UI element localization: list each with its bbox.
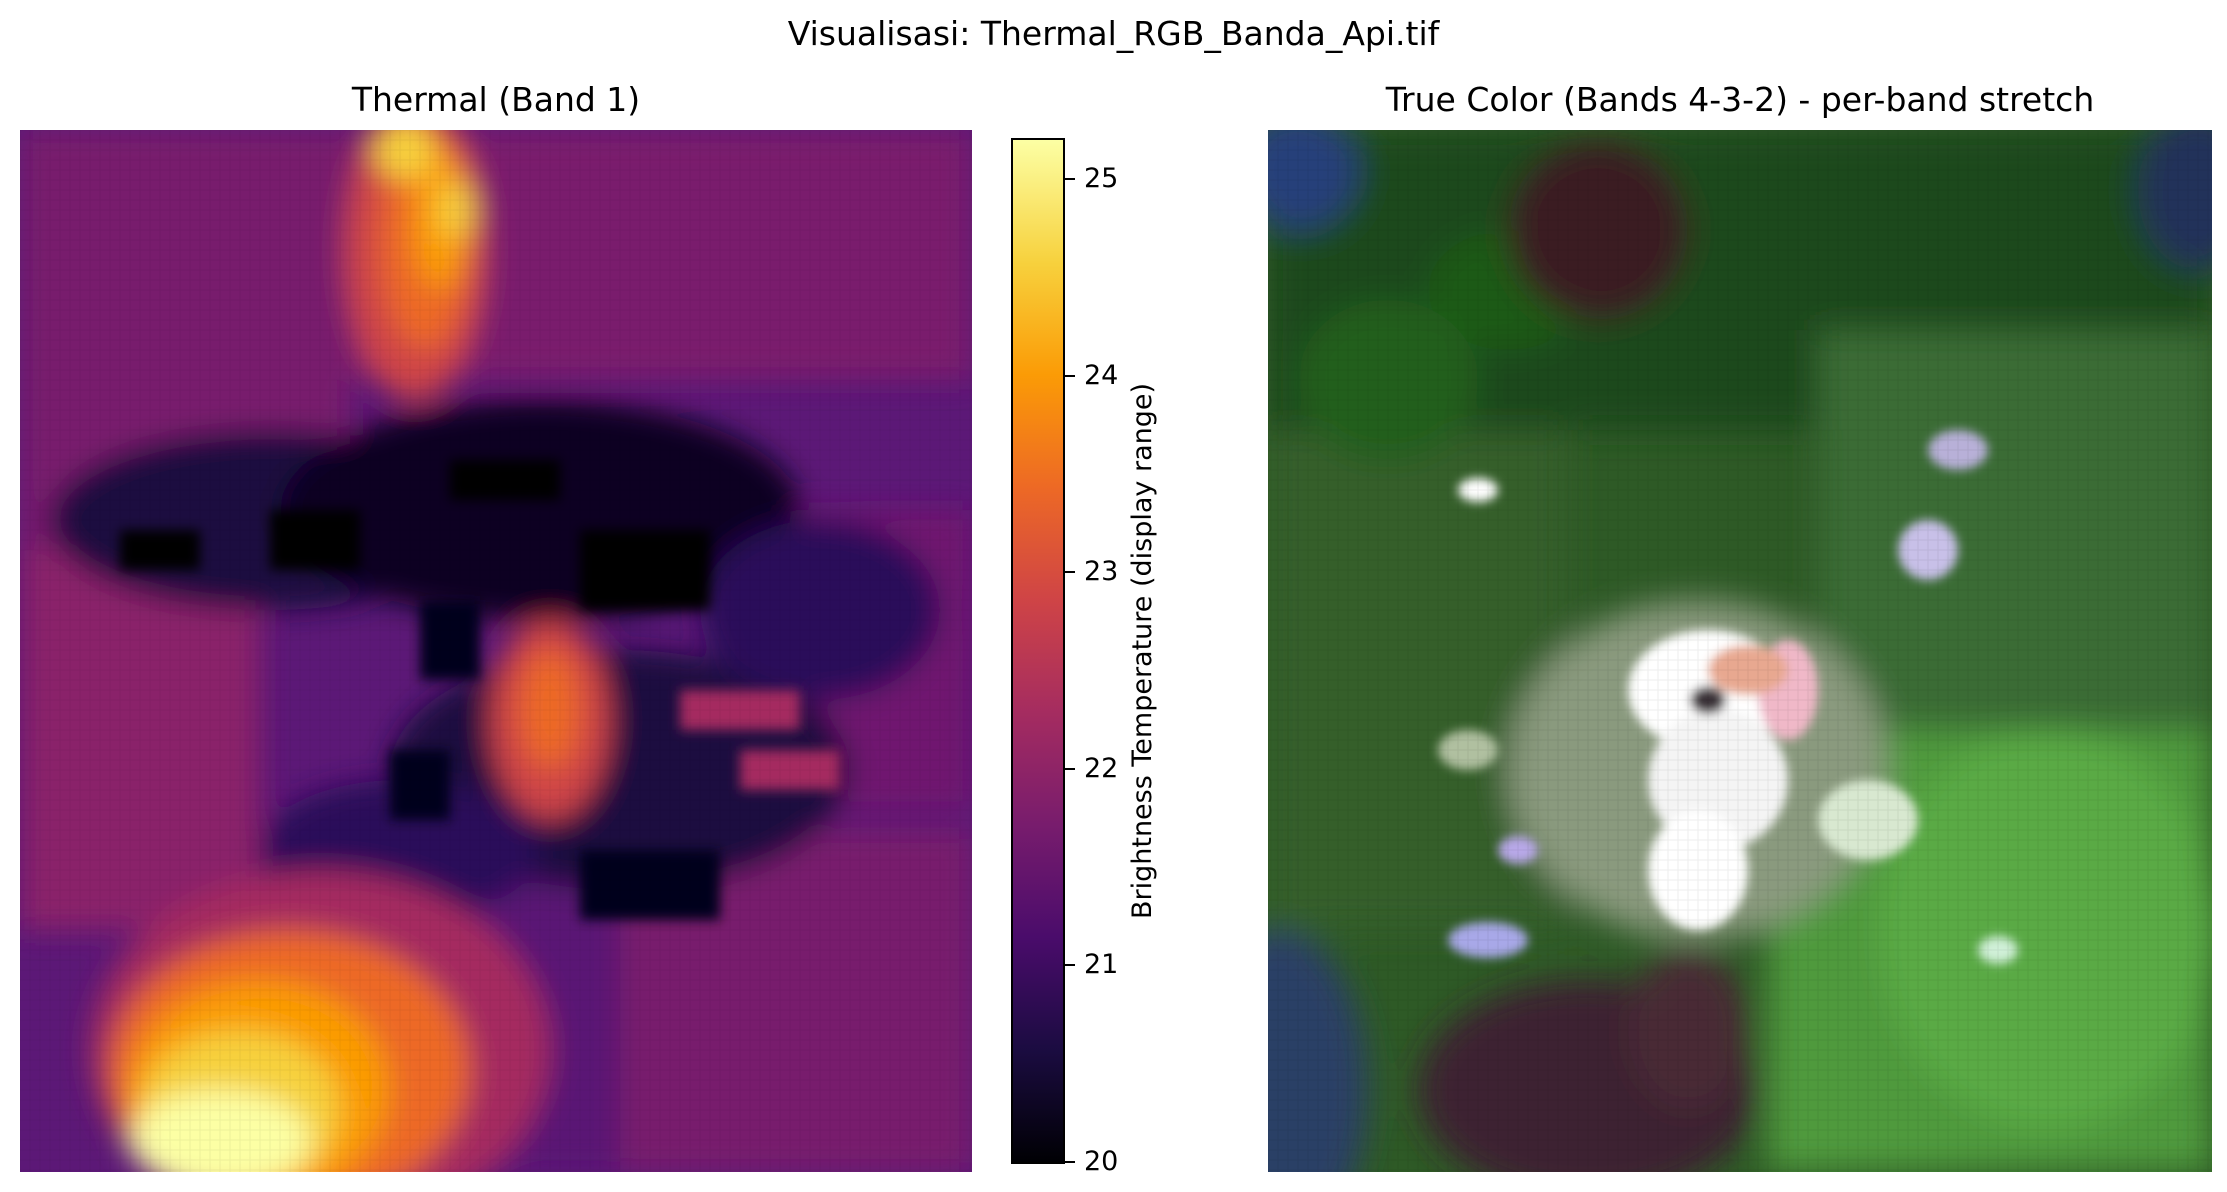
thermal-colorbar: [1011, 138, 1065, 1164]
colorbar-tick: [1065, 1161, 1075, 1163]
colorbar-tick-label: 24: [1084, 359, 1119, 391]
true-color-image: [1268, 130, 2212, 1172]
colorbar-tick-label: 23: [1084, 556, 1119, 588]
thermal-band-image: [20, 130, 972, 1172]
colorbar-tick: [1065, 964, 1075, 967]
thermal-panel-title: Thermal (Band 1): [351, 80, 641, 119]
colorbar-tick-label: 21: [1084, 949, 1119, 981]
colorbar-tick-label: 22: [1084, 752, 1119, 784]
rgb-panel-title: True Color (Bands 4-3-2) - per-band stre…: [1385, 80, 2095, 119]
colorbar-tick: [1065, 767, 1075, 770]
colorbar-tick: [1065, 374, 1075, 377]
colorbar-tick: [1065, 178, 1075, 181]
figure-title: Visualisasi: Thermal_RGB_Banda_Api.tif: [787, 14, 1440, 53]
colorbar-tick-label: 25: [1084, 163, 1119, 195]
colorbar-tick-label: 20: [1084, 1146, 1119, 1177]
colorbar-tick: [1065, 571, 1075, 574]
